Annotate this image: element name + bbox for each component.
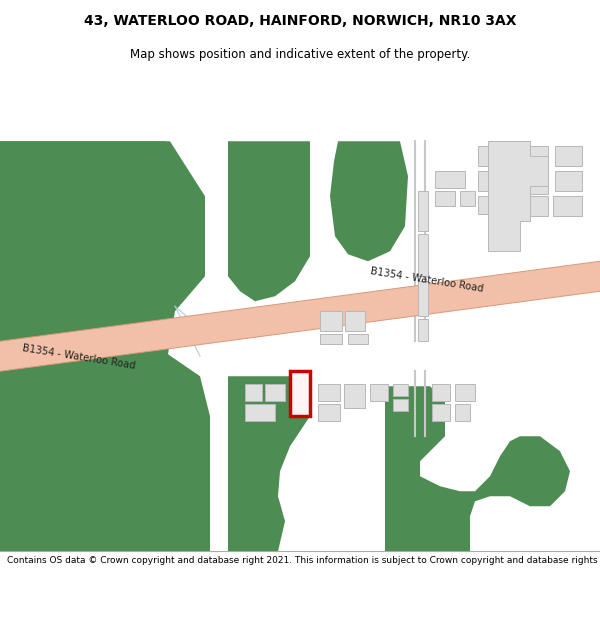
Polygon shape <box>345 311 365 331</box>
Polygon shape <box>393 399 408 411</box>
Text: B1354 - Waterloo Road: B1354 - Waterloo Road <box>370 266 485 294</box>
Polygon shape <box>435 171 465 188</box>
Polygon shape <box>318 404 340 421</box>
Polygon shape <box>488 141 548 251</box>
Polygon shape <box>0 376 210 551</box>
Polygon shape <box>0 356 210 551</box>
Polygon shape <box>245 384 262 401</box>
Polygon shape <box>513 196 548 216</box>
Polygon shape <box>228 141 310 301</box>
Polygon shape <box>478 196 508 214</box>
Text: Map shows position and indicative extent of the property.: Map shows position and indicative extent… <box>130 48 470 61</box>
Polygon shape <box>290 371 310 416</box>
Polygon shape <box>418 234 428 276</box>
Polygon shape <box>555 171 582 191</box>
Text: Contains OS data © Crown copyright and database right 2021. This information is : Contains OS data © Crown copyright and d… <box>7 556 600 564</box>
Polygon shape <box>435 191 455 206</box>
Polygon shape <box>393 384 408 396</box>
Polygon shape <box>370 384 388 401</box>
Polygon shape <box>418 281 428 316</box>
Text: B1354 - Waterloo Road: B1354 - Waterloo Road <box>22 344 137 371</box>
Polygon shape <box>344 384 365 408</box>
Text: 43, WATERLOO ROAD, HAINFORD, NORWICH, NR10 3AX: 43, WATERLOO ROAD, HAINFORD, NORWICH, NR… <box>84 14 516 28</box>
Polygon shape <box>265 384 285 401</box>
Polygon shape <box>418 191 428 231</box>
Polygon shape <box>0 141 200 356</box>
Polygon shape <box>228 376 310 551</box>
Polygon shape <box>555 146 582 166</box>
Polygon shape <box>478 171 510 191</box>
Polygon shape <box>418 319 428 341</box>
Polygon shape <box>320 334 342 344</box>
Polygon shape <box>320 311 342 331</box>
Polygon shape <box>0 261 600 371</box>
Polygon shape <box>553 196 582 216</box>
Polygon shape <box>432 384 450 401</box>
Polygon shape <box>385 386 570 551</box>
Polygon shape <box>245 404 275 421</box>
Polygon shape <box>515 171 548 194</box>
Polygon shape <box>230 141 290 551</box>
Polygon shape <box>318 384 340 401</box>
Polygon shape <box>348 334 368 344</box>
Polygon shape <box>432 404 450 421</box>
Polygon shape <box>478 146 510 166</box>
Polygon shape <box>330 141 408 261</box>
Polygon shape <box>455 404 470 421</box>
Polygon shape <box>455 384 475 401</box>
Polygon shape <box>515 146 548 168</box>
Polygon shape <box>460 191 475 206</box>
Polygon shape <box>0 141 210 551</box>
